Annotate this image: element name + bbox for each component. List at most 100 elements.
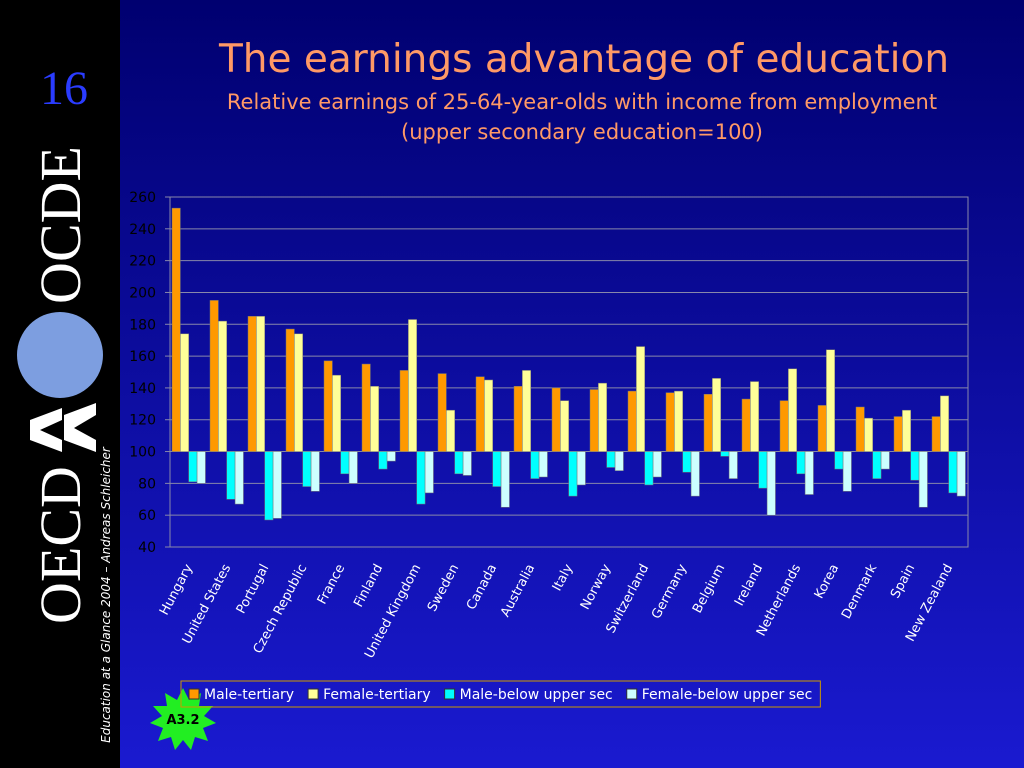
bar: [386, 451, 396, 462]
bar: [294, 333, 303, 452]
bar: [522, 370, 531, 452]
bar: [948, 451, 958, 494]
bar: [855, 406, 865, 452]
bar: [424, 451, 434, 494]
bar: [910, 451, 920, 481]
bar: [538, 451, 548, 478]
legend-box: [180, 680, 821, 708]
legend: Male-tertiary Female-tertiary Male-below u…: [180, 680, 821, 708]
bar: [703, 394, 713, 452]
bar: [758, 451, 768, 489]
bar: [302, 451, 312, 487]
bar: [766, 451, 776, 516]
bar: [264, 451, 274, 521]
badge: [150, 688, 216, 750]
bar: [779, 400, 789, 452]
bar: [323, 360, 333, 452]
logo-text: OCDE: [28, 146, 93, 304]
y-tick-label: 40: [138, 540, 156, 556]
bar: [462, 451, 472, 476]
legend-swatch: [307, 688, 319, 700]
bar: [568, 451, 578, 497]
bar: [513, 386, 523, 452]
chart-subtitle: (upper secondary education=100): [401, 120, 763, 144]
bar: [500, 451, 510, 508]
bar: [332, 374, 341, 452]
bar: [446, 409, 455, 452]
bar: [209, 300, 219, 452]
bar: [348, 451, 358, 484]
y-tick-label: 200: [129, 285, 156, 301]
bar: [614, 451, 624, 471]
y-tick-label: 220: [129, 254, 156, 270]
bar: [665, 392, 675, 452]
bar: [956, 451, 966, 497]
logo-text: OECD: [28, 466, 93, 624]
bar: [931, 416, 941, 452]
y-tick-label: 240: [129, 222, 156, 238]
bar: [627, 390, 637, 452]
bar: [484, 379, 493, 452]
bar: [196, 451, 206, 484]
bar: [370, 386, 379, 452]
y-tick-label: 260: [129, 190, 156, 206]
bar: [340, 451, 350, 475]
bar: [741, 398, 751, 452]
bar: [256, 316, 265, 452]
bar: [636, 346, 645, 452]
chart-title: The earnings advantage of education: [218, 37, 949, 82]
bar: [492, 451, 502, 487]
legend-swatch: [188, 688, 200, 700]
bar: [234, 451, 244, 505]
bar: [247, 316, 257, 452]
footer: Education at a Glance 2004 – Andreas Sch…: [99, 446, 113, 743]
bar: [796, 451, 806, 475]
y-tick-label: 60: [138, 508, 156, 524]
bar: [454, 451, 464, 475]
bar: [188, 451, 198, 483]
bar: [399, 370, 409, 452]
bar: [576, 451, 586, 486]
bar: [842, 451, 852, 492]
bar: [437, 373, 447, 452]
bar: [720, 451, 730, 457]
bar: [598, 382, 607, 452]
bar: [218, 320, 227, 452]
bar: [804, 451, 814, 495]
y-tick-label: 100: [129, 445, 156, 461]
y-tick-label: 180: [129, 317, 156, 333]
bar: [180, 333, 189, 452]
bar: [712, 378, 721, 452]
bar: [872, 451, 882, 479]
legend-label: Female-tertiary: [323, 687, 431, 703]
slide-number: 16: [40, 62, 88, 115]
bar: [378, 451, 388, 470]
bar: [690, 451, 700, 497]
bar: [902, 409, 911, 452]
bar: [606, 451, 616, 468]
bar: [310, 451, 320, 492]
bar: [551, 387, 561, 452]
bar: [817, 405, 827, 452]
y-tick-label: 80: [138, 476, 156, 492]
bar: [530, 451, 540, 479]
bar: [589, 389, 599, 452]
bar: [728, 451, 738, 479]
bar: [285, 328, 295, 452]
logo-chevrons: [30, 403, 96, 452]
badge-text: A3.2: [166, 713, 199, 728]
bar: [226, 451, 236, 500]
bar: [834, 451, 844, 470]
y-tick-label: 160: [129, 349, 156, 365]
bar: [272, 451, 282, 519]
bar: [674, 390, 683, 452]
y-tick-label: 140: [129, 381, 156, 397]
bar: [560, 400, 569, 452]
legend-swatch: [444, 688, 456, 700]
bar: [652, 451, 662, 478]
bar: [750, 381, 759, 452]
bar: [361, 363, 371, 452]
legend-swatch: [626, 688, 638, 700]
